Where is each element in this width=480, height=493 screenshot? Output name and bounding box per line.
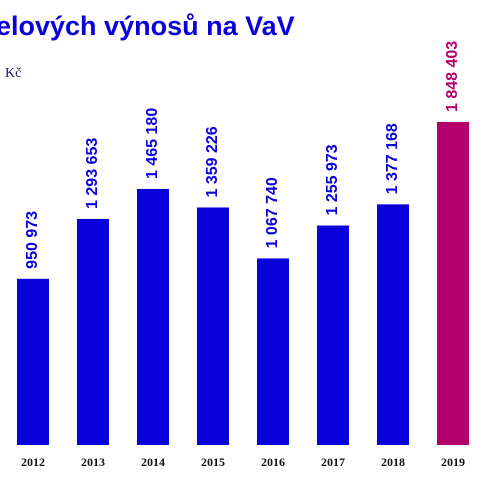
value-label: 1 848 403 [444,41,461,112]
bar [317,225,349,445]
bar [377,204,409,445]
bar [197,207,229,445]
x-tick-label: 2019 [441,455,465,469]
x-tick-label: 2017 [321,455,345,469]
value-label: 950 973 [24,211,41,269]
x-tick-label: 2013 [81,455,105,469]
bar [137,188,169,445]
value-label: 1 293 653 [84,138,101,209]
chart-title: elových výnosů na VaV [0,11,295,41]
bar [257,258,289,445]
value-label: 1 359 226 [204,126,221,197]
value-label: 1 465 180 [144,108,161,179]
x-tick-label: 2018 [381,455,405,469]
bar [437,122,469,445]
x-tick-label: 2016 [261,455,285,469]
x-tick-label: 2015 [201,455,225,469]
bar [17,278,49,445]
x-tick-label: 2012 [21,455,45,469]
x-tick-label: 2014 [141,455,165,469]
bar [77,218,109,445]
value-label: 1 377 168 [384,123,401,194]
value-label: 1 255 973 [324,144,341,215]
value-label: 1 067 740 [264,177,281,248]
chart-subtitle: Kč [5,66,21,81]
